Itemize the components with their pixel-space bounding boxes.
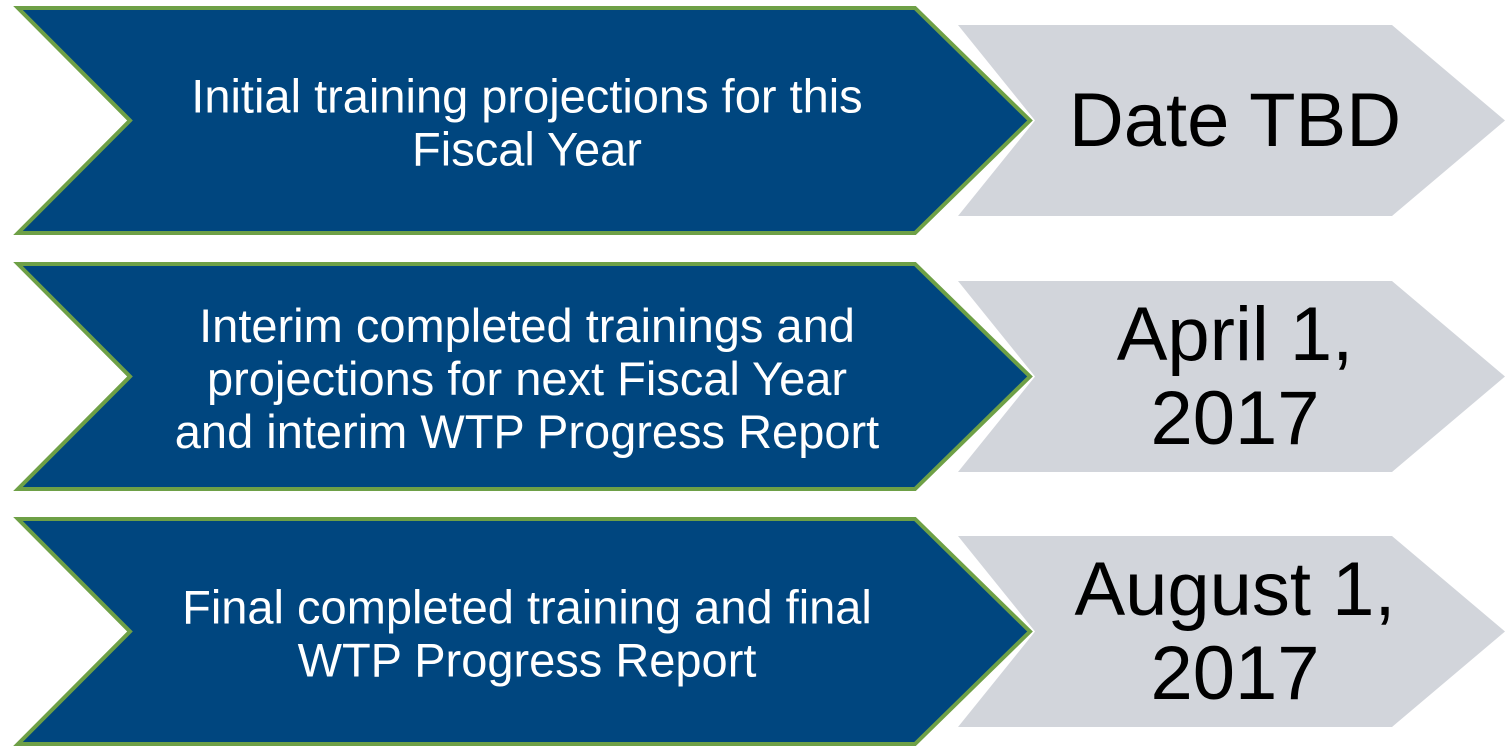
task-chevron [13, 6, 1033, 235]
task-chevron [13, 262, 1033, 491]
date-label: April 1, [1117, 292, 1354, 377]
task-label: Final completed training and final [182, 581, 872, 634]
task-label: projections for next Fiscal Year [207, 352, 847, 405]
task-chevron [13, 517, 1033, 746]
date-label: 2017 [1150, 376, 1319, 461]
task-label: Interim completed trainings and [199, 299, 855, 352]
task-label: Initial training projections for this [191, 70, 862, 123]
date-label: 2017 [1150, 631, 1319, 716]
task-label: WTP Progress Report [298, 634, 757, 687]
date-chevron [958, 536, 1505, 727]
date-label: August 1, [1074, 547, 1395, 632]
task-label: Fiscal Year [412, 123, 642, 176]
date-label: Date TBD [1069, 78, 1401, 163]
date-chevron [958, 25, 1505, 216]
date-chevron [958, 281, 1505, 472]
row: Initial training projections for thisFis… [13, 6, 1505, 235]
task-label: and interim WTP Progress Report [175, 405, 879, 458]
row: Interim completed trainings andprojectio… [13, 262, 1505, 491]
